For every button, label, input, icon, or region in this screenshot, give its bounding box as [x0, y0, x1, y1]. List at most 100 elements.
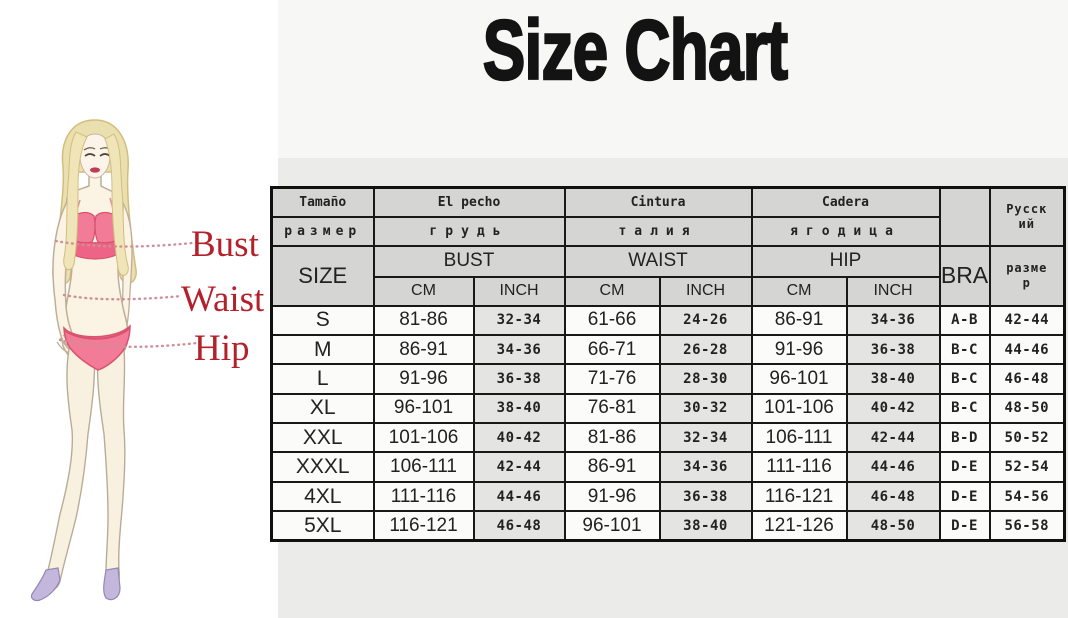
- waist-cm-cell: 66-71: [563, 333, 661, 366]
- hip-cm-cell: 116-121: [750, 480, 848, 513]
- table-row: M 86-91 34-36 66-71 26-28 91-96 36-38 B-…: [270, 333, 1066, 366]
- bust-inch-cell: 36-38: [472, 363, 566, 395]
- header-russian-column: Русск ий: [988, 186, 1066, 247]
- table-row: S 81-86 32-34 61-66 24-26 86-91 34-36 A-…: [270, 304, 1066, 336]
- header-hip-cm: CM: [750, 275, 848, 307]
- hip-inch-cell: 36-38: [845, 333, 941, 366]
- bra-cell: B-C: [938, 392, 991, 425]
- bust-cm-cell: 96-101: [372, 392, 475, 425]
- header-waist-inch: INCH: [658, 275, 753, 307]
- bust-cm-cell: 86-91: [372, 333, 475, 366]
- header-bust-inch: INCH: [472, 275, 566, 307]
- waist-inch-cell: 34-36: [658, 451, 753, 483]
- bra-cell: D-E: [938, 451, 991, 483]
- top-light-band: [278, 0, 1068, 158]
- bust-cm-cell: 111-116: [372, 480, 475, 513]
- header-bra: BRA: [938, 244, 991, 307]
- ru-size-cell: 56-58: [988, 510, 1066, 542]
- bra-cell: B-C: [938, 333, 991, 366]
- bust-cm-cell: 81-86: [372, 304, 475, 336]
- header-hip-ru: ягодица: [750, 215, 941, 247]
- bust-inch-cell: 46-48: [472, 510, 566, 542]
- waist-cm-cell: 71-76: [563, 363, 661, 395]
- header-size-ru: размер: [270, 215, 375, 247]
- waist-cm-cell: 76-81: [563, 392, 661, 425]
- header-row-english: SIZE BUST WAIST HIP BRA разме р: [270, 244, 1066, 307]
- hair-front-right: [104, 133, 129, 276]
- page-title: Size Chart: [482, 3, 789, 97]
- hip-cm-cell: 101-106: [750, 392, 848, 425]
- waist-cm-cell: 86-91: [563, 451, 661, 483]
- hip-cm-cell: 111-116: [750, 451, 848, 483]
- header-row-units: CM INCH CM INCH CM INCH: [272, 275, 1065, 307]
- waist-inch-cell: 26-28: [658, 333, 753, 366]
- bust-inch-cell: 38-40: [472, 392, 566, 425]
- bust-cm-cell: 116-121: [372, 510, 475, 542]
- waist-dotted-line: [62, 293, 184, 301]
- hair-front-left: [63, 131, 88, 271]
- header-size-es: Tamaño: [270, 186, 375, 218]
- table-row: 5XL 116-121 46-48 96-101 38-40 121-126 4…: [270, 510, 1066, 542]
- table-row: L 91-96 36-38 71-76 28-30 96-101 38-40 B…: [270, 363, 1066, 395]
- size-cell: XXXL: [270, 451, 375, 483]
- bust-cm-cell: 101-106: [372, 422, 475, 454]
- size-cell: L: [270, 363, 375, 395]
- ru-size-cell: 48-50: [988, 392, 1066, 425]
- size-cell: M: [270, 333, 375, 366]
- ru-size-cell: 46-48: [988, 363, 1066, 395]
- header-empty-cell: [938, 186, 991, 247]
- left-leg: [44, 343, 96, 591]
- hip-label: Hip: [194, 328, 250, 369]
- hip-cm-cell: 86-91: [750, 304, 848, 336]
- lips: [90, 167, 100, 173]
- right-heel-shoe: [103, 567, 121, 601]
- waist-inch-cell: 32-34: [658, 422, 753, 454]
- table-row: XXL 101-106 40-42 81-86 32-34 106-111 42…: [270, 422, 1066, 454]
- waist-inch-cell: 36-38: [658, 480, 753, 513]
- bra-cell: D-E: [938, 480, 991, 513]
- size-cell: 5XL: [270, 510, 375, 542]
- hip-inch-cell: 38-40: [845, 363, 941, 395]
- hip-inch-cell: 48-50: [845, 510, 941, 542]
- ru-size-cell: 50-52: [988, 422, 1066, 454]
- header-bust-en: BUST: [372, 244, 566, 278]
- size-cell: S: [270, 304, 375, 336]
- header-hip-inch: INCH: [845, 275, 941, 307]
- bra-cell: B-C: [938, 363, 991, 395]
- bra-cell: D-E: [938, 510, 991, 542]
- woman-sketch-illustration: [10, 112, 260, 612]
- table-row: XL 96-101 38-40 76-81 30-32 101-106 40-4…: [270, 392, 1066, 425]
- header-hip-es: Cadera: [750, 186, 941, 218]
- size-cell: XL: [270, 392, 375, 425]
- waist-label: Waist: [181, 279, 265, 320]
- size-cell: XXL: [270, 422, 375, 454]
- hip-cm-cell: 96-101: [750, 363, 848, 395]
- header-row-spanish: Tamaño El pecho Cintura Cadera Русск ий: [270, 186, 1066, 247]
- header-waist-ru: талия: [563, 215, 753, 247]
- table-row: 4XL 111-116 44-46 91-96 36-38 116-121 46…: [270, 480, 1066, 513]
- hip-cm-cell: 106-111: [750, 422, 848, 454]
- header-bust-cm: CM: [372, 275, 475, 307]
- header-waist-cm: CM: [563, 275, 661, 307]
- ru-size-cell: 42-44: [988, 304, 1066, 336]
- header-hip-en: HIP: [750, 244, 941, 278]
- waist-inch-cell: 38-40: [658, 510, 753, 542]
- bust-inch-cell: 34-36: [472, 333, 566, 366]
- size-cell: 4XL: [270, 480, 375, 513]
- bra-cell: B-D: [938, 422, 991, 454]
- waist-cm-cell: 81-86: [563, 422, 661, 454]
- hip-inch-cell: 44-46: [845, 451, 941, 483]
- hip-inch-cell: 46-48: [845, 480, 941, 513]
- bust-inch-cell: 44-46: [472, 480, 566, 513]
- bust-inch-cell: 40-42: [472, 422, 566, 454]
- header-row-russian: размер грудь талия ягодица: [270, 215, 1065, 247]
- hip-inch-cell: 42-44: [845, 422, 941, 454]
- header-bust-es: El pecho: [372, 186, 566, 218]
- bust-label: Bust: [191, 224, 259, 265]
- hip-inch-cell: 40-42: [845, 392, 941, 425]
- waist-cm-cell: 91-96: [563, 480, 661, 513]
- waist-cm-cell: 96-101: [563, 510, 661, 542]
- right-leg: [96, 349, 126, 590]
- bikini-bottom-band: [63, 327, 131, 340]
- header-bust-ru: грудь: [372, 215, 566, 247]
